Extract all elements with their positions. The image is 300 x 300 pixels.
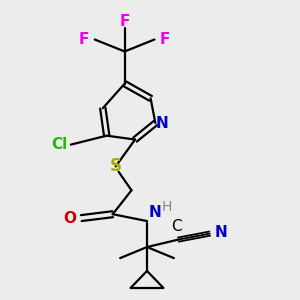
Text: N: N [148,205,161,220]
Text: F: F [160,32,170,47]
Text: N: N [156,116,168,130]
Text: C: C [172,219,182,234]
Text: N: N [215,225,228,240]
Text: F: F [79,32,89,47]
Text: Cl: Cl [51,137,67,152]
Text: O: O [63,211,76,226]
Text: F: F [119,14,130,28]
Text: H: H [161,200,172,214]
Text: S: S [110,158,122,175]
